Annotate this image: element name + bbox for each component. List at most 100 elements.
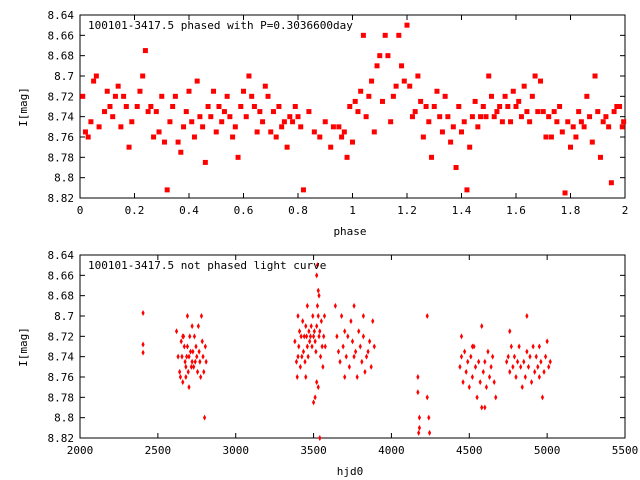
data-point	[304, 374, 308, 380]
data-point	[192, 363, 196, 370]
data-point	[308, 333, 313, 340]
data-point	[528, 353, 532, 360]
x-tick-label: 1.8	[561, 204, 581, 217]
data-point	[183, 109, 189, 115]
data-point	[511, 363, 515, 370]
data-point	[371, 129, 377, 135]
data-point	[369, 363, 373, 370]
data-point	[464, 368, 468, 375]
data-point	[265, 93, 271, 99]
data-point	[193, 358, 197, 365]
data-point	[377, 53, 383, 59]
y-tick-label: 8.68	[48, 50, 75, 63]
data-point	[529, 93, 535, 99]
data-point	[425, 394, 429, 401]
y-tick-label: 8.64	[48, 9, 75, 22]
data-point	[340, 313, 344, 319]
data-point	[315, 323, 319, 330]
data-point	[516, 98, 522, 104]
data-point	[159, 93, 165, 99]
data-point	[93, 73, 99, 79]
data-point	[311, 333, 316, 340]
x-axis-label: phase	[333, 225, 366, 238]
data-point	[568, 144, 573, 150]
data-point	[483, 114, 489, 120]
data-point	[183, 358, 187, 365]
data-point	[466, 358, 470, 365]
data-point	[181, 333, 185, 340]
data-point	[153, 109, 159, 115]
y-tick-label: 8.8	[54, 412, 74, 425]
data-point	[368, 338, 372, 345]
data-point	[484, 384, 489, 391]
data-point	[608, 180, 614, 186]
data-point	[497, 104, 503, 109]
y-tick-label: 8.78	[48, 151, 75, 164]
data-point	[172, 93, 178, 99]
y-tick-label: 8.72	[48, 90, 75, 103]
data-point	[491, 353, 495, 360]
data-point	[179, 338, 183, 345]
data-point	[536, 363, 540, 370]
plot-frame	[79, 14, 626, 199]
x-tick-label: 0	[77, 204, 84, 217]
data-point	[483, 404, 487, 411]
data-point	[603, 114, 609, 120]
data-point	[357, 328, 361, 335]
data-point	[547, 363, 551, 370]
data-point	[309, 323, 313, 330]
data-point	[187, 384, 191, 391]
data-point	[385, 53, 391, 59]
data-point	[420, 134, 426, 140]
data-point	[198, 358, 202, 365]
data-point	[243, 114, 249, 120]
data-point	[311, 129, 317, 135]
data-point	[199, 313, 204, 319]
data-point	[260, 119, 266, 125]
data-point	[527, 119, 533, 125]
data-point	[619, 124, 625, 130]
y-tick-label: 8.66	[48, 269, 75, 282]
data-point	[589, 139, 595, 145]
data-point	[297, 328, 302, 335]
data-point	[123, 104, 129, 109]
data-point	[450, 124, 456, 130]
x-tick-label: 2	[622, 204, 629, 217]
data-point	[521, 83, 527, 89]
data-point	[201, 353, 205, 360]
data-point	[614, 104, 620, 109]
data-point	[581, 124, 587, 130]
data-point	[317, 333, 321, 340]
data-point	[437, 114, 443, 120]
data-point	[164, 187, 170, 193]
data-point	[322, 313, 327, 319]
data-point	[483, 358, 487, 365]
data-point	[190, 358, 194, 365]
data-point	[194, 343, 198, 350]
data-point	[82, 129, 88, 135]
data-point	[543, 134, 549, 140]
data-point	[262, 83, 268, 89]
data-point	[151, 134, 157, 140]
data-point	[235, 154, 241, 160]
unphased-light-curve-chart: 8.64 8.66 8.68 8.7 8.72 8.74 8.76 8.78 8.8 8.82 2…	[17, 249, 638, 478]
data-point	[551, 109, 557, 115]
data-point	[538, 78, 544, 84]
data-point	[517, 343, 521, 350]
data-point	[80, 93, 86, 99]
data-point	[170, 104, 176, 109]
data-point	[178, 368, 182, 375]
data-point	[145, 109, 151, 115]
data-point	[427, 429, 432, 436]
y-tick-label: 8.76	[48, 131, 75, 144]
data-point	[238, 104, 244, 109]
data-point	[523, 374, 527, 380]
data-point	[187, 353, 191, 360]
data-point	[417, 414, 422, 421]
data-point	[96, 124, 102, 130]
data-point	[537, 343, 541, 350]
data-point	[492, 379, 496, 386]
data-point	[320, 343, 324, 350]
data-point	[185, 313, 190, 319]
data-point	[296, 353, 300, 360]
